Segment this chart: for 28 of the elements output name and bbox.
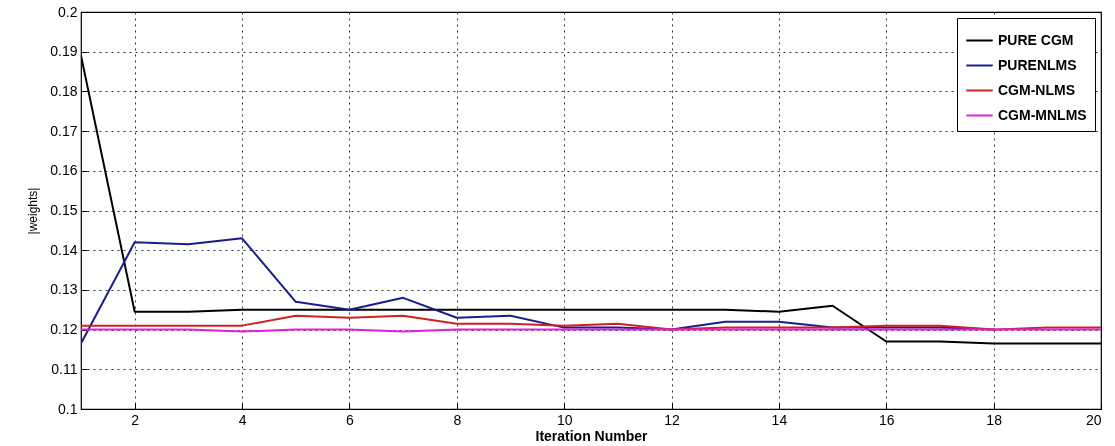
x-tick-label: 18 xyxy=(986,411,1003,428)
y-tick-label: 0.18 xyxy=(50,82,78,99)
y-axis-title: |weights| xyxy=(26,187,41,235)
x-tick-label: 14 xyxy=(771,411,788,428)
line-series xyxy=(81,314,1101,331)
x-tick-label: 2 xyxy=(131,411,140,428)
y-tick-label: 0.13 xyxy=(50,281,78,298)
x-tick-label: 16 xyxy=(878,411,895,428)
x-tick-label: 8 xyxy=(453,411,462,428)
y-tick-label: 0.16 xyxy=(50,162,78,179)
y-tick-label: 0.17 xyxy=(50,122,78,139)
legend-label: CGM-MNLMS xyxy=(998,106,1087,123)
legend-label: CGM-NLMS xyxy=(998,81,1075,98)
x-tick-label: 6 xyxy=(346,411,355,428)
y-tick-label: 0.14 xyxy=(50,241,78,258)
y-tick-label: 0.19 xyxy=(50,43,78,60)
x-tick-label: 4 xyxy=(238,411,247,428)
y-tick-label: 0.2 xyxy=(58,3,78,20)
x-tick-label: 10 xyxy=(556,411,573,428)
legend-label: PURENLMS xyxy=(998,56,1077,73)
y-tick-label: 0.15 xyxy=(50,202,78,218)
x-axis-title: Iteration Number xyxy=(535,427,649,444)
x-tick-label: 12 xyxy=(664,411,681,428)
y-tick-label: 0.12 xyxy=(50,321,78,338)
x-tick-label: 20 xyxy=(1085,411,1102,428)
legend-label: PURE CGM xyxy=(998,31,1074,48)
y-tick-label: 0.1 xyxy=(58,400,78,417)
y-tick-label: 0.11 xyxy=(51,360,78,377)
